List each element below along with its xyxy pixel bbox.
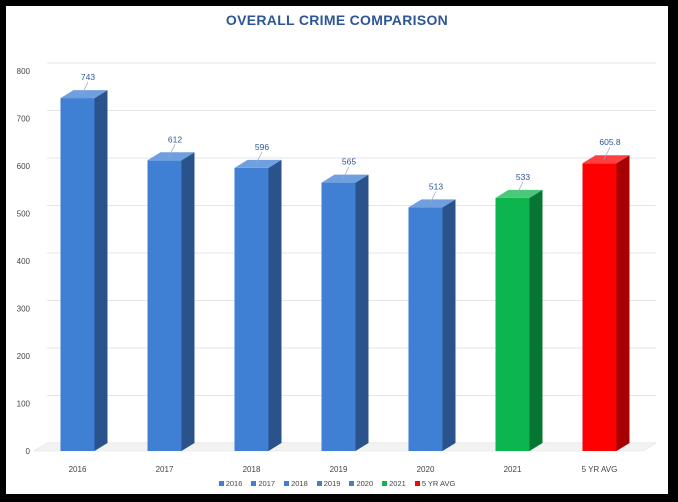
bar-side (616, 155, 630, 451)
bar (495, 197, 530, 451)
legend-swatch (218, 481, 224, 486)
bar (234, 167, 269, 451)
bar-top (321, 174, 369, 183)
legend-label: 2019 (323, 479, 341, 488)
bar-side (529, 189, 543, 451)
data-label: 743 (81, 72, 95, 82)
legend-entry: 2016 (218, 479, 243, 488)
data-label: 513 (429, 181, 443, 191)
bar-side (94, 90, 108, 451)
x-tick-label: 2017 (156, 465, 174, 474)
y-tick-label: 100 (17, 400, 31, 409)
legend-label: 2017 (258, 479, 276, 488)
legend-label: 2016 (225, 479, 243, 488)
data-label-leader (603, 147, 611, 160)
x-tick-label: 2018 (243, 465, 261, 474)
legend-label: 2018 (291, 479, 308, 488)
x-tick-label: 5 YR AVG (582, 465, 618, 474)
chart-frame: OVERALL CRIME COMPARISON 0 100 200 300 400 50… (6, 6, 668, 494)
bar-side (442, 199, 456, 451)
legend-entry: 2019 (316, 479, 341, 488)
data-label-leader (81, 81, 89, 95)
data-label-leader (342, 166, 350, 179)
bar (60, 98, 95, 451)
chart-title: OVERALL CRIME COMPARISON (225, 12, 449, 28)
data-label: 605.8 (599, 137, 621, 147)
data-label: 612 (168, 134, 182, 144)
data-label-leader (255, 151, 263, 165)
legend-swatch (382, 481, 388, 486)
y-tick-label: 500 (17, 210, 31, 219)
legend-swatch (251, 481, 257, 486)
x-tick-label: 2020 (417, 465, 435, 474)
legend-entry: 2021 (382, 479, 406, 488)
legend-entry: 2017 (251, 479, 275, 488)
legend-label: 2021 (389, 479, 406, 488)
legend-swatch (414, 481, 420, 486)
legend-label: 5 YR AVG (421, 479, 456, 488)
bar-top (582, 155, 630, 164)
legend-entry: 2018 (284, 479, 308, 488)
x-tick-label: 2019 (330, 465, 348, 474)
y-tick-label: 400 (17, 257, 31, 266)
bar-top (495, 189, 543, 198)
data-label-leader (429, 191, 437, 204)
legend-label: 2020 (356, 479, 374, 488)
bar-side (181, 152, 195, 452)
legend-swatch (349, 481, 355, 486)
y-tick-label: 800 (17, 67, 31, 76)
legend-entry: 5 YR AVG (414, 479, 456, 488)
y-tick-label: 200 (17, 352, 31, 361)
data-label: 596 (255, 142, 269, 152)
data-label: 533 (516, 172, 530, 182)
data-label-leader (516, 181, 524, 194)
x-tick-label: 2016 (69, 465, 87, 474)
bar (582, 163, 617, 451)
y-tick-label: 0 (26, 447, 31, 456)
bar-top (234, 159, 282, 168)
bar-side (268, 159, 282, 451)
bar (147, 160, 182, 452)
chart-plot: 0 100 200 300 400 500 600 700 800 743 2016 612 2017 5… (17, 62, 658, 474)
bar-side (355, 174, 369, 451)
chart-legend: 2016 2017 2018 2019 2020 2021 5 YR AVG (6, 479, 668, 488)
bar-top (60, 90, 108, 99)
bar (321, 182, 356, 451)
legend-entry: 2020 (349, 479, 373, 488)
y-tick-label: 600 (17, 162, 31, 171)
data-label-leader (168, 144, 176, 157)
y-tick-label: 700 (17, 115, 31, 124)
bar-top (147, 152, 195, 161)
legend-swatch (316, 481, 322, 486)
legend-swatch (284, 481, 290, 486)
data-label: 565 (342, 157, 356, 167)
x-tick-label: 2021 (504, 465, 522, 474)
y-tick-label: 300 (17, 305, 31, 314)
bar-top (408, 199, 456, 208)
bar (408, 207, 443, 451)
